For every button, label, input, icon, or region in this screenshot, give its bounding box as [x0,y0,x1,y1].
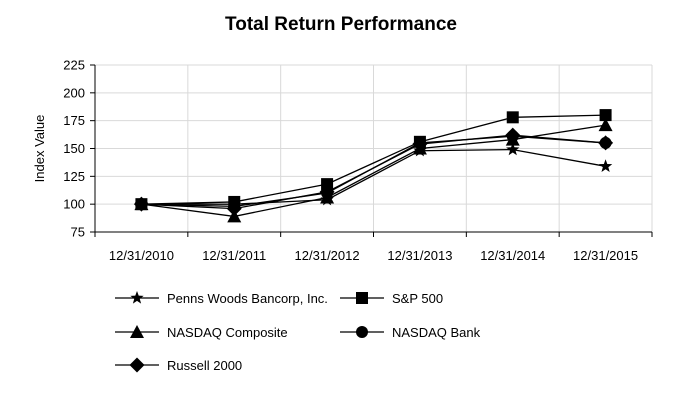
data-point [321,178,334,191]
data-point [506,111,519,124]
legend-marker [130,291,144,304]
legend-marker [356,292,368,304]
data-point [412,136,428,152]
legend-item: Russell 2000 [115,353,242,377]
x-tick-label: 12/31/2014 [480,248,545,263]
series-line [141,134,606,210]
series-line [141,148,606,205]
data-point [598,118,613,132]
legend-swatch [340,326,384,338]
legend-label: NASDAQ Composite [167,324,288,340]
legend-label: Russell 2000 [167,357,243,373]
data-point [226,201,242,217]
legend-swatch [115,357,159,373]
legend-item: Penns Woods Bancorp, Inc. [115,286,328,310]
y-tick-label: 175 [63,113,85,128]
y-tick-label: 75 [71,225,85,240]
x-tick-label: 12/31/2015 [573,248,638,263]
x-tick-label: 12/31/2011 [202,248,266,263]
data-point [506,142,520,156]
data-point [599,109,612,122]
y-tick-label: 225 [63,58,85,73]
legend-item: NASDAQ Composite [115,320,288,344]
legend-swatch [115,325,159,338]
legend-swatch [115,291,159,304]
gridlines [95,64,653,232]
y-tick-label: 125 [63,169,85,184]
x-tick-label: 12/31/2013 [387,248,452,263]
y-tick-label: 200 [63,85,85,100]
series-line [141,114,606,205]
y-tick-label: 150 [63,141,85,156]
legend-marker [356,326,368,338]
legend-label: Penns Woods Bancorp, Inc. [167,290,328,306]
chart-title: Total Return Performance [225,14,457,35]
legend-swatch [340,292,384,304]
axes: 75 100 125 150 175 200 225 12/31/2010 12/31/2011… [32,58,653,263]
x-tick-label: 12/31/2010 [109,248,174,263]
y-axis-label: Index Value [32,115,47,183]
data-point [319,184,335,200]
series-lines [133,109,614,223]
legend-marker [130,325,144,338]
data-point [598,135,614,151]
legend-marker [129,357,145,373]
data-point [598,159,613,172]
x-tick-label: 12/31/2012 [295,248,360,263]
series-diamond [133,127,614,217]
data-point [133,196,149,212]
y-tick-label: 100 [63,197,85,212]
legend-item: S&P 500 [340,286,443,310]
legend-label: S&P 500 [392,290,444,306]
data-point [505,127,521,143]
legend-label: NASDAQ Bank [392,324,481,340]
legend-item: NASDAQ Bank [340,320,480,344]
